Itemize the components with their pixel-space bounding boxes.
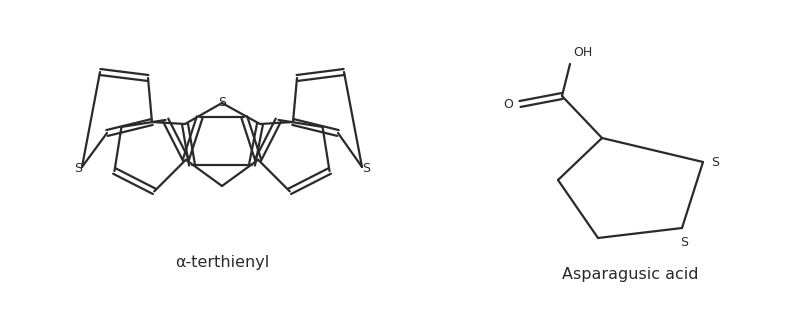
Text: O: O (503, 97, 513, 111)
Text: S: S (362, 162, 370, 176)
Text: S: S (680, 236, 688, 249)
Text: α-terthienyl: α-terthienyl (175, 255, 269, 271)
Text: S: S (218, 96, 226, 110)
Text: Asparagusic acid: Asparagusic acid (561, 268, 698, 282)
Text: S: S (711, 155, 719, 169)
Text: S: S (74, 162, 82, 176)
Text: OH: OH (573, 46, 592, 59)
